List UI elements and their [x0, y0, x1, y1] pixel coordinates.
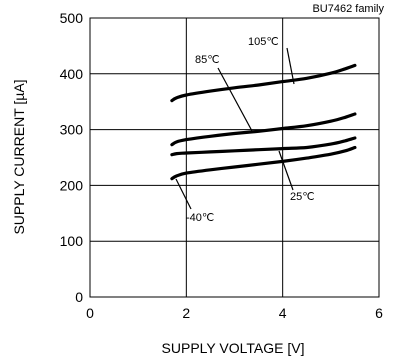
y-tick-labels: 0 100 200 300 400 500 — [60, 10, 84, 305]
x-tick-labels: 0 2 4 6 — [86, 305, 383, 321]
series-curve-0 — [170, 63, 357, 103]
x-tick-label: 2 — [182, 305, 190, 321]
series-leaders — [175, 47, 295, 210]
y-tick-label: 300 — [60, 122, 84, 138]
x-axis-title: SUPPLY VOLTAGE [V] — [162, 340, 305, 356]
y-tick-label: 400 — [60, 66, 84, 82]
y-tick-label: 200 — [60, 177, 84, 193]
series-curves — [170, 63, 357, 181]
y-tick-label: 0 — [75, 289, 83, 305]
series-leader-1 — [217, 67, 253, 132]
plot-frame — [89, 17, 380, 298]
x-tick-label: 6 — [375, 305, 383, 321]
series-leader-2 — [278, 150, 294, 191]
series-labels: 105℃ 85℃ 25℃ -40℃ — [186, 36, 315, 224]
series-label-3: -40℃ — [186, 212, 214, 224]
grid — [90, 18, 379, 297]
x-tick-label: 0 — [86, 305, 94, 321]
series-label-2: 25℃ — [290, 191, 315, 203]
y-tick-label: 100 — [60, 233, 84, 249]
series-label-1: 85℃ — [195, 54, 220, 66]
series-curve-3 — [170, 145, 357, 181]
series-curve-1 — [170, 112, 357, 147]
series-curve-2 — [170, 136, 357, 157]
x-tick-label: 4 — [279, 305, 287, 321]
series-leader-0 — [286, 47, 295, 85]
corner-note: BU7462 family — [312, 3, 384, 15]
series-leader-3 — [175, 178, 192, 210]
y-axis-title: SUPPLY CURRENT [µA] — [11, 79, 27, 234]
series-label-0: 105℃ — [248, 36, 279, 48]
y-tick-label: 500 — [60, 10, 84, 26]
